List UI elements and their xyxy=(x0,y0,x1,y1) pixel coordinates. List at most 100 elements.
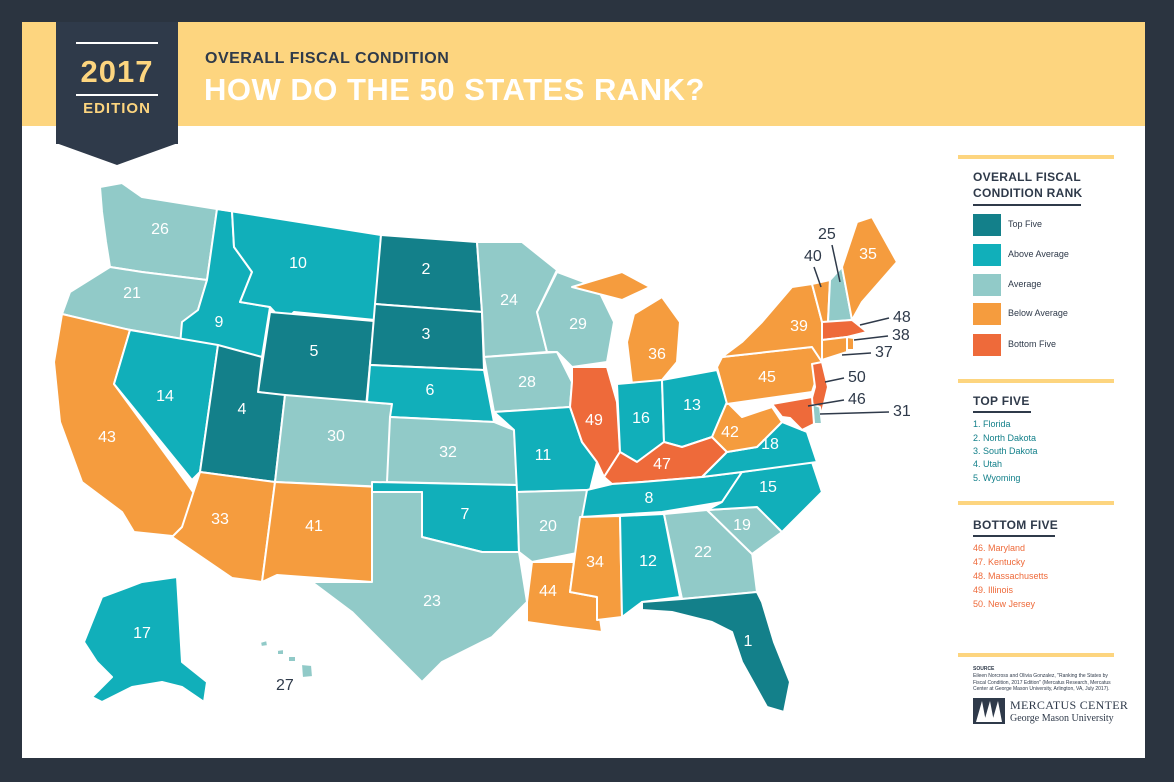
header-banner: OVERALL FISCAL CONDITION HOW DO THE 50 S… xyxy=(22,22,1145,126)
legend-label: Bottom Five xyxy=(1008,339,1057,349)
rank-label-nc: 15 xyxy=(759,479,777,496)
rank-label-ca: 43 xyxy=(98,429,116,446)
state-hawaii[interactable] xyxy=(259,639,314,679)
bottom-five-title: BOTTOM FIVE xyxy=(973,518,1059,532)
rank-label-oh: 13 xyxy=(683,397,701,414)
edition-badge: 2017 EDITION xyxy=(56,22,178,144)
top-five-item: 4. Utah xyxy=(973,459,1003,469)
state-new-jersey[interactable] xyxy=(809,361,829,413)
rank-label-in: 16 xyxy=(632,410,650,427)
rank-label-nm: 41 xyxy=(305,518,323,535)
rank-label-nv: 14 xyxy=(156,388,174,405)
badge-tip xyxy=(56,143,178,165)
state-illinois[interactable] xyxy=(569,366,621,478)
top-five-title: TOP FIVE xyxy=(973,394,1030,408)
state-wisconsin[interactable] xyxy=(536,271,615,368)
rank-label-ct: 37 xyxy=(875,344,893,361)
page-title: HOW DO THE 50 STATES RANK? xyxy=(204,72,705,107)
legend-title-line1: OVERALL FISCAL xyxy=(973,170,1081,184)
leader-vt xyxy=(813,266,822,288)
logo-subtitle: George Mason University xyxy=(1010,713,1114,724)
legend-title-rule xyxy=(973,204,1081,206)
kicker-text: OVERALL FISCAL CONDITION xyxy=(205,50,450,67)
state-nevada[interactable] xyxy=(113,329,219,481)
legend-label: Above Average xyxy=(1008,249,1069,259)
bottom-five-item: 47. Kentucky xyxy=(973,557,1026,567)
rank-label-la: 44 xyxy=(539,583,557,600)
leader-ct xyxy=(841,352,872,356)
rank-label-ri: 38 xyxy=(892,327,910,344)
rank-label-ga: 22 xyxy=(694,544,712,561)
bottom-five-item: 48. Massachusetts xyxy=(973,571,1049,581)
state-alabama[interactable] xyxy=(619,513,681,618)
rank-label-mn: 24 xyxy=(500,292,518,309)
source-bar xyxy=(958,653,1114,657)
state-connecticut[interactable] xyxy=(821,336,848,361)
legend-item-above-average: Above Average xyxy=(973,244,1113,266)
state-massachusetts[interactable] xyxy=(821,319,868,341)
rank-label-mi: 36 xyxy=(648,346,666,363)
rank-label-me: 35 xyxy=(859,246,877,263)
rank-label-nj: 50 xyxy=(848,369,866,386)
rank-label-ne: 6 xyxy=(426,382,435,399)
bottom-five-item: 50. New Jersey xyxy=(973,599,1036,609)
leader-de xyxy=(819,411,890,415)
rank-label-sd: 3 xyxy=(422,326,431,343)
rank-label-vt: 40 xyxy=(804,248,822,265)
top-five-item: 1. Florida xyxy=(973,419,1011,429)
rank-label-tn: 8 xyxy=(645,490,654,507)
legend-label: Average xyxy=(1008,279,1042,289)
state-florida[interactable] xyxy=(641,591,791,713)
top-five-bar xyxy=(958,379,1114,383)
state-arkansas[interactable] xyxy=(516,489,588,563)
legend-swatch xyxy=(973,244,1001,266)
state-michigan[interactable] xyxy=(571,271,681,385)
mercatus-logo: MERCATUS CENTER George Mason University xyxy=(973,696,1128,730)
legend-title-line2: CONDITION RANK xyxy=(973,186,1083,200)
bottom-five-item: 46. Maryland xyxy=(973,543,1026,553)
rank-label-or: 21 xyxy=(123,285,141,302)
rank-label-fl: 1 xyxy=(744,633,753,650)
legend-swatch xyxy=(973,334,1001,356)
rank-label-wy: 5 xyxy=(310,343,319,360)
state-maryland[interactable] xyxy=(771,396,815,431)
state-georgia[interactable] xyxy=(663,509,758,600)
state-maine[interactable] xyxy=(841,216,898,321)
badge-edition: EDITION xyxy=(83,100,151,117)
rank-label-tx: 23 xyxy=(423,593,441,610)
top-five-item: 5. Wyoming xyxy=(973,473,1021,483)
rank-label-md: 46 xyxy=(848,391,866,408)
rank-label-ny: 39 xyxy=(790,318,808,335)
top-five-item: 2. North Dakota xyxy=(973,433,1037,443)
rank-label-wi: 29 xyxy=(569,316,587,333)
top-five-rule xyxy=(973,411,1031,413)
state-new-mexico[interactable] xyxy=(261,481,381,583)
leader-lines xyxy=(807,244,890,415)
state-alaska[interactable] xyxy=(83,576,208,703)
rank-label-nh: 25 xyxy=(818,226,836,243)
state-rhode-island[interactable] xyxy=(846,336,855,351)
rank-label-ut: 4 xyxy=(238,401,247,418)
badge-top-rule xyxy=(76,42,158,44)
leader-nj xyxy=(824,377,845,383)
rank-label-ia: 28 xyxy=(518,374,536,391)
source-heading: SOURCE xyxy=(973,666,995,672)
rank-label-va: 18 xyxy=(761,436,779,453)
legend-label: Below Average xyxy=(1008,308,1068,318)
rank-label-ks: 32 xyxy=(439,444,457,461)
legend-item-bottom-five: Bottom Five xyxy=(973,334,1113,356)
state-texas[interactable] xyxy=(311,491,528,683)
badge-mid-rule xyxy=(76,94,158,96)
rank-label-mt: 10 xyxy=(289,255,307,272)
leader-ma xyxy=(859,317,890,326)
rank-label-ak: 17 xyxy=(133,625,151,642)
rank-label-wa: 26 xyxy=(151,221,169,238)
us-map: 26 21 43 9 14 10 5 4 33 30 41 2 3 6 32 7… xyxy=(53,182,911,713)
rank-label-ar: 20 xyxy=(539,518,557,535)
mercatus-logo-mark xyxy=(973,698,1005,724)
top-five-item: 3. South Dakota xyxy=(973,446,1038,456)
leader-nh xyxy=(831,244,841,283)
legend-swatch xyxy=(973,303,1001,325)
legend-item-average: Average xyxy=(973,274,1113,296)
rank-label-wv: 42 xyxy=(721,424,739,441)
